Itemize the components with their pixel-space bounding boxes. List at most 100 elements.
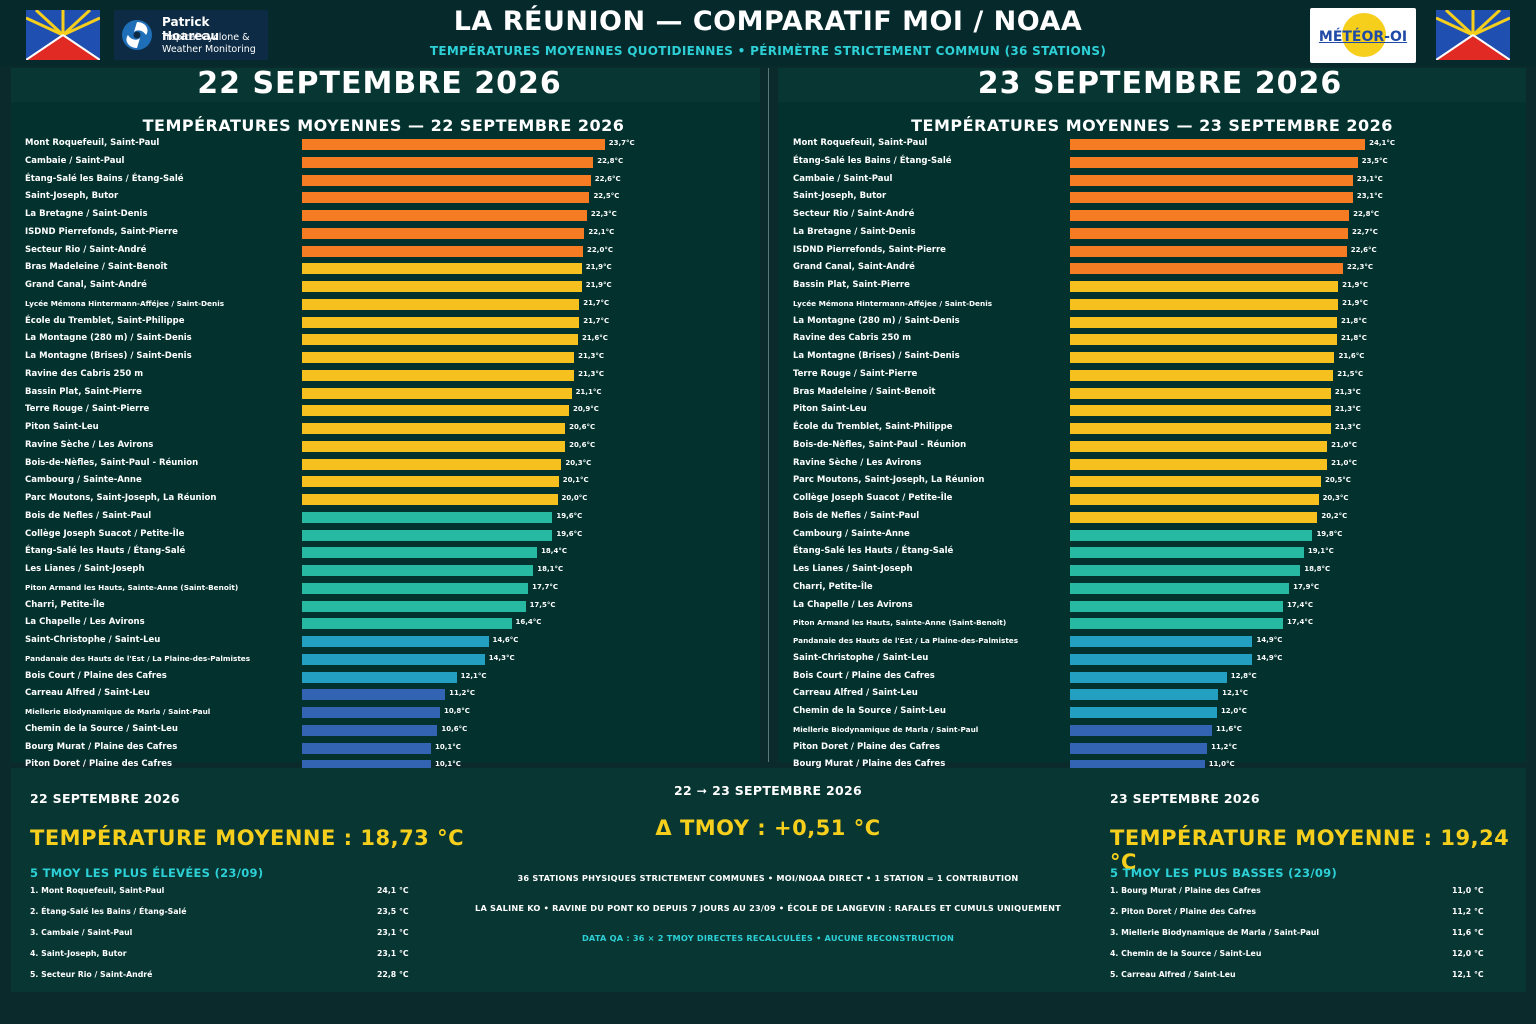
bar-value-label: 14,6°C — [492, 636, 519, 644]
summary-list-item-value: 12,0 °C — [1452, 949, 1484, 958]
bar — [302, 298, 580, 310]
bar-value-label: 21,9°C — [585, 263, 612, 272]
chart-row: Piton Saint-Leu 21,3°C — [778, 402, 1526, 420]
bar-label: Pandanaie des Hauts de l'Est / La Plaine… — [25, 653, 251, 663]
bar-label: Lycée Mémona Hintermann-Afféjee / Saint-… — [793, 298, 993, 308]
chart-row: Bassin Plat, Saint-Pierre 21,9°C — [778, 278, 1526, 296]
bar-label: Pandanaie des Hauts de l'Est / La Plaine… — [793, 636, 1019, 645]
bar — [302, 636, 489, 647]
bar-label: Charri, Petite-Île — [25, 599, 105, 610]
bar-value-label: 20,0°C — [561, 494, 588, 502]
cyclone-icon — [122, 20, 152, 50]
bar-value-label: 21,3°C — [1334, 387, 1361, 396]
summary-panel — [11, 768, 1526, 992]
bar-value-label: 21,3°C — [1334, 423, 1361, 431]
bar — [302, 281, 582, 292]
bar-label: Piton Doret / Plaine des Cafres — [793, 741, 941, 752]
summary-center-date: 22 ➞ 23 SEPTEMBRE 2026 — [674, 783, 862, 798]
bar-label: Bourg Murat / Plaine des Cafres — [793, 759, 946, 768]
bar-label: Bois de Nefles / Saint-Paul — [793, 510, 920, 521]
bar-label: Étang-Salé les Bains / Étang-Salé — [25, 173, 184, 184]
bar — [1070, 707, 1217, 718]
bar-label: Piton Saint-Leu — [25, 422, 99, 432]
logo-left-line2: Tropical Cyclone & — [162, 32, 250, 43]
bar-value-label: 22,1°C — [588, 227, 615, 236]
bar-value-label: 21,7°C — [583, 298, 610, 307]
bar — [302, 653, 485, 665]
bar — [1070, 227, 1348, 239]
bar — [1070, 671, 1227, 683]
chart-row: Piton Armand les Hauts, Sainte-Anne (Sai… — [10, 580, 760, 598]
bar-label: Ravine des Cabris 250 m — [793, 333, 912, 344]
chart-row: Bois-de-Nèfles, Saint-Paul - Réunion 21,0… — [778, 438, 1526, 456]
patrick-hoareau-logo: Patrick Hoareau Tropical Cyclone & Weath… — [114, 10, 268, 60]
bar — [1070, 192, 1353, 204]
chart-row: Cambourg / Sainte-Anne 19,8°C — [778, 527, 1526, 545]
bar-value-label: 11,2°C — [449, 689, 475, 698]
chart-row: Charri, Petite-Île 17,5°C — [10, 598, 760, 616]
bar-label: Bourg Murat / Plaine des Cafres — [25, 741, 178, 752]
bar — [302, 476, 559, 488]
left-bar-chart: Mont Roquefeuil, Saint-Paul 23,7°C Cambaie… — [10, 136, 760, 768]
bar — [302, 369, 575, 381]
chart-row: Bois-de-Nèfles, Saint-Paul - Réunion 20,3… — [10, 456, 760, 474]
bar-label: La Montagne (280 m) / Saint-Denis — [793, 315, 960, 326]
chart-row: Bourg Murat / Plaine des Cafres 10,1°C — [10, 740, 760, 758]
bar-value-label: 14,9°C — [1256, 636, 1283, 644]
bar — [1070, 565, 1301, 576]
bar-value-label: 23,5°C — [1361, 156, 1388, 165]
chart-row: Saint-Joseph, Butor 23,1°C — [778, 189, 1526, 207]
bar-value-label: 20,3°C — [1322, 494, 1349, 502]
chart-row: La Chapelle / Les Avirons 16,4°C — [10, 615, 760, 633]
chart-row: Parc Moutons, Saint-Joseph, La Réunion 20… — [778, 473, 1526, 491]
chart-row: Mont Roquefeuil, Saint-Paul 24,1°C — [778, 136, 1526, 154]
bar — [1070, 281, 1339, 292]
bar-label: Terre Rouge / Saint-Pierre — [25, 404, 150, 415]
bar — [1070, 618, 1284, 630]
bar-label: Chemin de la Source / Saint-Leu — [25, 723, 178, 734]
bar-label: Cambourg / Sainte-Anne — [793, 528, 910, 539]
bar — [1070, 760, 1205, 768]
chart-row: Collège Joseph Suacot / Petite-Île 19,6°C — [10, 527, 760, 545]
bar — [1070, 298, 1339, 310]
summary-note-qa: DATA QA : 36 × 2 TMOY DIRECTES RECALCULÉ… — [581, 933, 955, 943]
bar-value-label: 17,4°C — [1287, 600, 1313, 609]
bar — [1070, 440, 1328, 452]
bar — [1070, 139, 1366, 150]
chart-row: Saint-Christophe / Saint-Leu 14,9°C — [778, 651, 1526, 669]
bar-value-label: 20,3°C — [565, 458, 592, 467]
bar — [1070, 174, 1353, 186]
logo-left-line3: Weather Monitoring — [162, 44, 256, 55]
chart-row: Ravine Sèche / Les Avirons 20,6°C — [10, 438, 760, 456]
bar-label: Bois-de-Nèfles, Saint-Paul - Réunion — [25, 457, 199, 468]
bar — [302, 423, 566, 434]
summary-list-item-value: 12,1 °C — [1452, 970, 1484, 979]
bar — [1070, 529, 1313, 541]
summary-list-item-name: 5. Secteur Rio / Saint-André — [30, 970, 153, 979]
bar — [302, 192, 590, 204]
summary-left-mean: TEMPÉRATURE MOYENNE : 18,73 °C — [30, 826, 465, 850]
chart-row: Bras Madeleine / Saint-Benoît 21,9°C — [10, 260, 760, 278]
chart-row: Étang-Salé les Hauts / Étang-Salé 18,4°C — [10, 544, 760, 562]
bar-value-label: 21,8°C — [1340, 334, 1367, 343]
chart-row: La Bretagne / Saint-Denis 22,3°C — [10, 207, 760, 225]
logo-right-text: MÉTÉOR-OI — [1318, 29, 1408, 45]
bar-value-label: 21,7°C — [583, 316, 610, 325]
bar-value-label: 23,1°C — [1356, 174, 1383, 183]
chart-row: Piton Doret / Plaine des Cafres 10,1°C — [10, 757, 760, 768]
summary-list-item-value: 11,2 °C — [1452, 907, 1484, 916]
chart-row: Bois Court / Plaine des Cafres 12,8°C — [778, 669, 1526, 687]
bar-value-label: 20,6°C — [569, 440, 596, 449]
bar-value-label: 10,1°C — [435, 760, 461, 768]
bar-label: Ravine Sèche / Les Avirons — [793, 457, 922, 468]
bar — [1070, 494, 1319, 505]
bar-label: Saint-Joseph, Butor — [25, 191, 119, 202]
summary-list-item-name: 3. Miellerie Biodynamique de Marla / Sai… — [1110, 928, 1320, 937]
chart-row: Miellerie Biodynamique de Marla / Saint-… — [10, 704, 760, 722]
chart-row: Ravine des Cabris 250 m 21,8°C — [778, 331, 1526, 349]
chart-row: Bourg Murat / Plaine des Cafres 11,0°C — [778, 757, 1526, 768]
bar-label: Collège Joseph Suacot / Petite-Île — [25, 528, 185, 539]
chart-row: Bois de Nefles / Saint-Paul 20,2°C — [778, 509, 1526, 527]
bar-value-label: 19,6°C — [556, 529, 583, 538]
bar-label: Charri, Petite-Île — [793, 581, 873, 592]
